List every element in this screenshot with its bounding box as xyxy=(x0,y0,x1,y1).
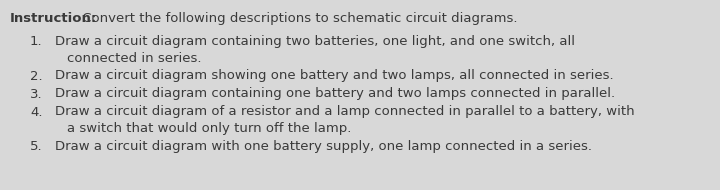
Text: 2.: 2. xyxy=(30,70,42,82)
Text: Instruction:: Instruction: xyxy=(10,12,97,25)
Text: Draw a circuit diagram with one battery supply, one lamp connected in a series.: Draw a circuit diagram with one battery … xyxy=(55,140,592,153)
Text: 5.: 5. xyxy=(30,140,42,153)
Text: 4.: 4. xyxy=(30,105,42,119)
Text: a switch that would only turn off the lamp.: a switch that would only turn off the la… xyxy=(67,122,351,135)
Text: 1.: 1. xyxy=(30,35,42,48)
Text: Draw a circuit diagram containing two batteries, one light, and one switch, all: Draw a circuit diagram containing two ba… xyxy=(55,35,575,48)
Text: connected in series.: connected in series. xyxy=(67,51,202,64)
Text: 3.: 3. xyxy=(30,88,42,101)
Text: Convert the following descriptions to schematic circuit diagrams.: Convert the following descriptions to sc… xyxy=(78,12,518,25)
Text: Draw a circuit diagram showing one battery and two lamps, all connected in serie: Draw a circuit diagram showing one batte… xyxy=(55,70,613,82)
Text: Draw a circuit diagram containing one battery and two lamps connected in paralle: Draw a circuit diagram containing one ba… xyxy=(55,88,615,101)
Text: Draw a circuit diagram of a resistor and a lamp connected in parallel to a batte: Draw a circuit diagram of a resistor and… xyxy=(55,105,634,119)
